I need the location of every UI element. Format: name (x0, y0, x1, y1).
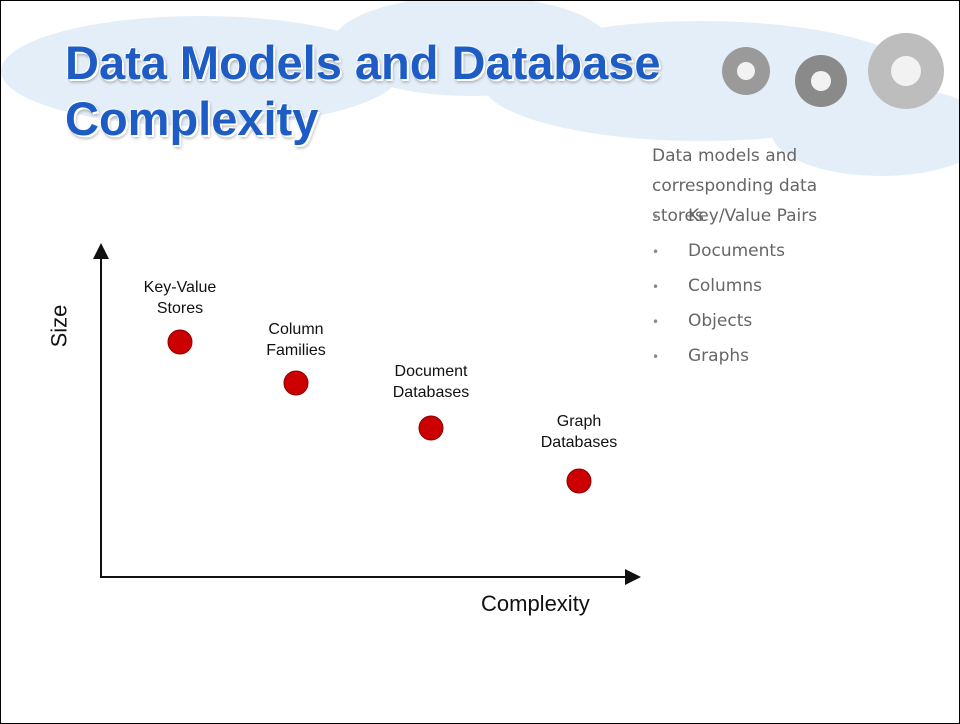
bullet-item: Graphs (652, 341, 817, 376)
node-label: Document Databases (392, 363, 470, 401)
bullet-item: Columns (652, 271, 817, 306)
y-axis-label: Size (46, 304, 72, 348)
background-decoration (1, 1, 959, 176)
bullet-item: Documents (652, 236, 817, 271)
bullet-item: Key/Value Pairs (652, 201, 817, 236)
node-dot (418, 415, 444, 441)
node-dot (566, 468, 592, 494)
node-label: Column Families (266, 321, 326, 359)
node-label: Key-Value Stores (143, 279, 217, 317)
node-dot (283, 370, 309, 396)
node-label: Graph Databases (540, 413, 618, 451)
slide-title: Data Models and Database Complexity (65, 36, 661, 145)
bullet-list: Key/Value PairsDocumentsColumnsObjectsGr… (652, 201, 817, 376)
x-axis-label: Complexity (481, 591, 590, 616)
node-dot (167, 329, 193, 355)
bullet-item: Objects (652, 306, 817, 341)
